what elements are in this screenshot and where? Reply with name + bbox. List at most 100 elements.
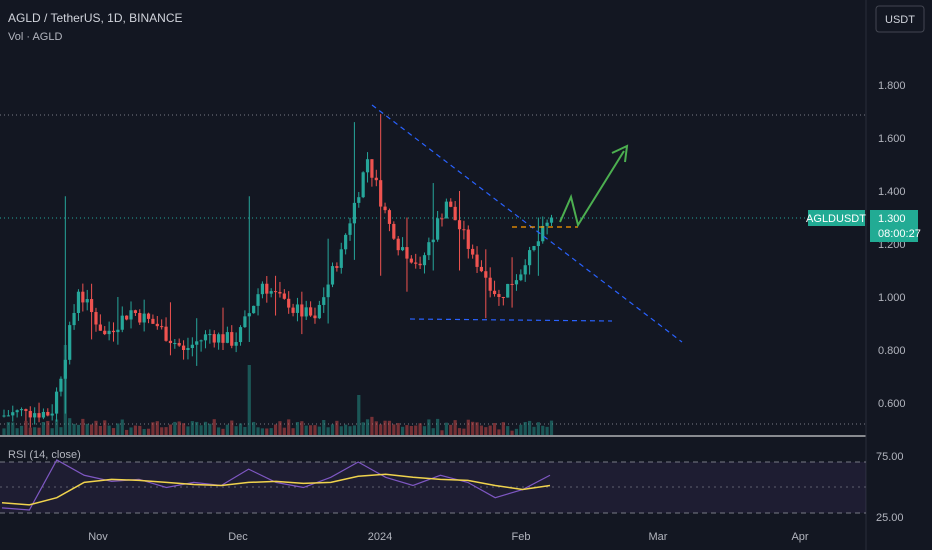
volume-bar <box>322 419 326 435</box>
candle-body <box>125 315 129 320</box>
price-tick-label: 1.600 <box>878 133 906 145</box>
volume-bar <box>400 426 405 435</box>
volume-bar <box>549 420 554 435</box>
candle-body <box>142 313 146 323</box>
volume-bar <box>72 423 76 435</box>
candle-body <box>203 334 208 341</box>
candles <box>2 114 554 428</box>
candle-body <box>317 304 321 319</box>
volume-bar <box>532 426 536 435</box>
volume-bar <box>536 422 540 435</box>
volume-bar <box>449 424 453 435</box>
candle-body <box>50 413 54 416</box>
candle-body <box>392 223 396 239</box>
volume-bar <box>46 420 50 435</box>
volume-bar <box>457 428 462 435</box>
volume-bar <box>256 427 260 435</box>
support-line[interactable] <box>409 318 613 322</box>
candle-body <box>339 249 343 268</box>
candle-body <box>484 271 488 278</box>
candle-body <box>120 315 124 330</box>
candle-body <box>85 299 89 303</box>
price-tick-label: 1.800 <box>878 80 906 92</box>
currency-button[interactable] <box>875 5 925 33</box>
candle-body <box>15 410 19 413</box>
rsi-legend[interactable]: RSI (14, close) <box>8 449 81 461</box>
volume-bar <box>313 425 317 435</box>
volume-bar <box>107 425 111 435</box>
descending-trendline[interactable] <box>371 104 683 343</box>
volume-bar <box>173 421 177 435</box>
time-tick-label: Dec <box>228 531 248 543</box>
volume-bar <box>273 424 278 435</box>
candle-body <box>68 325 72 360</box>
volume-bar <box>514 428 519 435</box>
candle-body <box>309 307 313 316</box>
candle-body <box>107 330 111 335</box>
volume-bar <box>142 428 146 435</box>
candle-body <box>217 334 221 343</box>
volume-bar <box>68 418 72 435</box>
bar-countdown: 08:00:27 <box>878 228 921 240</box>
candle-body <box>414 262 418 264</box>
symbol-title[interactable]: AGLD / TetherUS, 1D, BINANCE <box>8 11 183 25</box>
candle-body <box>541 225 545 242</box>
candle-body <box>190 344 194 349</box>
rsi-upper-tick: 75.00 <box>876 451 904 463</box>
volume-bar <box>186 426 190 435</box>
candle-body <box>492 290 497 295</box>
volume-bar <box>199 425 203 435</box>
candle-body <box>536 241 540 247</box>
time-axis-ticks: Nov Dec 2024 Feb Mar Apr <box>88 531 809 543</box>
volume-bar <box>317 426 321 435</box>
candle-body <box>379 180 383 207</box>
time-tick-label: 2024 <box>368 531 392 543</box>
volume-legend[interactable]: Vol · AGLD <box>8 31 62 43</box>
volume-bar <box>221 428 225 435</box>
candle-body <box>409 258 413 263</box>
volume-bar <box>471 421 475 435</box>
volume-bar <box>85 423 89 435</box>
candle-body <box>528 250 532 266</box>
time-tick-label: Nov <box>88 531 108 543</box>
candle-body <box>221 334 225 343</box>
volume-bar <box>116 423 120 435</box>
candle-body <box>370 159 374 178</box>
candle-body <box>195 341 199 345</box>
candle-body <box>295 304 300 313</box>
candle-body <box>440 218 444 220</box>
candle-body <box>230 332 234 346</box>
candle-body <box>41 411 46 418</box>
candle-body <box>418 263 422 266</box>
time-tick-label: Apr <box>791 531 808 543</box>
candle-body <box>238 327 243 343</box>
candle-body <box>164 326 168 341</box>
volume-bar <box>304 425 308 435</box>
candle-body <box>405 247 409 259</box>
candle-body <box>199 340 203 342</box>
volume-bar <box>291 428 295 435</box>
last-price-value: 1.300 <box>878 213 906 225</box>
volume-bar <box>81 418 85 435</box>
volume-bar <box>440 430 444 435</box>
volume-bar <box>24 420 28 435</box>
candle-body <box>475 254 479 267</box>
projection-path[interactable] <box>559 150 625 228</box>
volume-bar <box>155 421 159 435</box>
projection-arrowhead <box>611 144 629 163</box>
candle-body <box>273 291 278 293</box>
volume-bar <box>90 424 94 435</box>
volume-bar <box>510 430 514 435</box>
volume-bar <box>414 425 418 435</box>
volume-bar <box>230 420 234 435</box>
volume-bar <box>405 425 409 435</box>
volume-bar <box>98 425 102 435</box>
candle-body <box>181 345 186 350</box>
candle-body <box>300 304 304 317</box>
volume-bar <box>462 428 466 435</box>
candle-body <box>278 291 282 294</box>
candle-body <box>256 294 260 306</box>
candle-body <box>383 206 387 211</box>
candle-body <box>129 310 133 320</box>
